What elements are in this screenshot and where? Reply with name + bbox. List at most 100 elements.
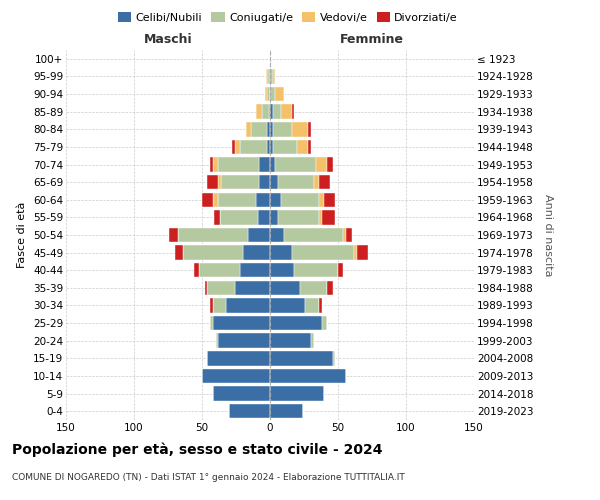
Bar (245, 122, 251, 136)
Bar (270, 228, 284, 242)
Bar (270, 368, 346, 383)
Bar (292, 104, 295, 119)
Bar (202, 368, 270, 383)
Bar (226, 298, 270, 312)
Bar (270, 298, 305, 312)
Bar (210, 298, 213, 312)
Text: Popolazione per età, sesso e stato civile - 2024: Popolazione per età, sesso e stato civil… (12, 442, 383, 457)
Bar (357, 246, 368, 260)
Bar (273, 122, 292, 136)
Bar (270, 158, 275, 172)
Bar (319, 192, 325, 207)
Bar (292, 122, 308, 136)
Bar (218, 192, 256, 207)
Bar (214, 210, 220, 224)
Bar (270, 175, 278, 190)
Bar (311, 334, 314, 348)
Bar (215, 334, 218, 348)
Bar (258, 210, 270, 224)
Bar (218, 158, 259, 172)
Y-axis label: Anni di nascita: Anni di nascita (543, 194, 553, 276)
Bar (316, 158, 327, 172)
Bar (243, 246, 270, 260)
Bar (292, 246, 355, 260)
Bar (270, 404, 302, 418)
Bar (229, 404, 270, 418)
Bar (266, 69, 267, 84)
Bar (308, 140, 311, 154)
Bar (338, 263, 343, 278)
Bar (270, 122, 273, 136)
Bar (300, 280, 327, 295)
Bar (273, 69, 275, 84)
Bar (319, 210, 322, 224)
Text: Femmine: Femmine (340, 34, 404, 46)
Bar (199, 263, 240, 278)
Bar (325, 192, 335, 207)
Bar (270, 316, 322, 330)
Bar (322, 210, 335, 224)
Bar (322, 316, 327, 330)
Bar (319, 175, 330, 190)
Bar (270, 351, 332, 366)
Bar (332, 351, 335, 366)
Bar (194, 263, 199, 278)
Bar (202, 192, 213, 207)
Text: COMUNE DI NOGAREDO (TN) - Dati ISTAT 1° gennaio 2024 - Elaborazione TUTTITALIA.I: COMUNE DI NOGAREDO (TN) - Dati ISTAT 1° … (12, 472, 405, 482)
Bar (235, 140, 240, 154)
Bar (327, 280, 332, 295)
Bar (270, 52, 271, 66)
Bar (259, 158, 270, 172)
Legend: Celibi/Nubili, Coniugati/e, Vedovi/e, Divorziati/e: Celibi/Nubili, Coniugati/e, Vedovi/e, Di… (113, 8, 463, 28)
Bar (213, 158, 218, 172)
Bar (256, 192, 270, 207)
Bar (278, 210, 319, 224)
Bar (221, 175, 259, 190)
Bar (259, 175, 270, 190)
Bar (235, 280, 270, 295)
Bar (297, 140, 308, 154)
Bar (270, 104, 273, 119)
Bar (275, 158, 316, 172)
Bar (270, 386, 325, 401)
Bar (319, 298, 322, 312)
Bar (273, 140, 297, 154)
Bar (205, 280, 208, 295)
Bar (183, 246, 243, 260)
Bar (210, 316, 213, 330)
Bar (270, 210, 278, 224)
Bar (270, 69, 273, 84)
Bar (256, 104, 262, 119)
Bar (267, 69, 269, 84)
Bar (314, 175, 319, 190)
Bar (240, 263, 270, 278)
Bar (262, 104, 269, 119)
Bar (178, 228, 248, 242)
Bar (169, 228, 178, 242)
Bar (281, 104, 292, 119)
Bar (213, 298, 226, 312)
Bar (269, 69, 270, 84)
Bar (267, 140, 270, 154)
Bar (267, 87, 270, 102)
Bar (269, 104, 270, 119)
Bar (281, 192, 319, 207)
Bar (270, 87, 275, 102)
Bar (175, 246, 183, 260)
Bar (273, 104, 281, 119)
Bar (270, 246, 292, 260)
Bar (327, 158, 332, 172)
Bar (265, 87, 267, 102)
Bar (308, 122, 311, 136)
Bar (275, 87, 284, 102)
Bar (208, 280, 235, 295)
Y-axis label: Fasce di età: Fasce di età (17, 202, 28, 268)
Bar (218, 175, 221, 190)
Bar (270, 280, 300, 295)
Bar (270, 140, 273, 154)
Bar (284, 228, 343, 242)
Bar (251, 122, 267, 136)
Bar (218, 334, 270, 348)
Text: Maschi: Maschi (143, 34, 193, 46)
Bar (305, 298, 319, 312)
